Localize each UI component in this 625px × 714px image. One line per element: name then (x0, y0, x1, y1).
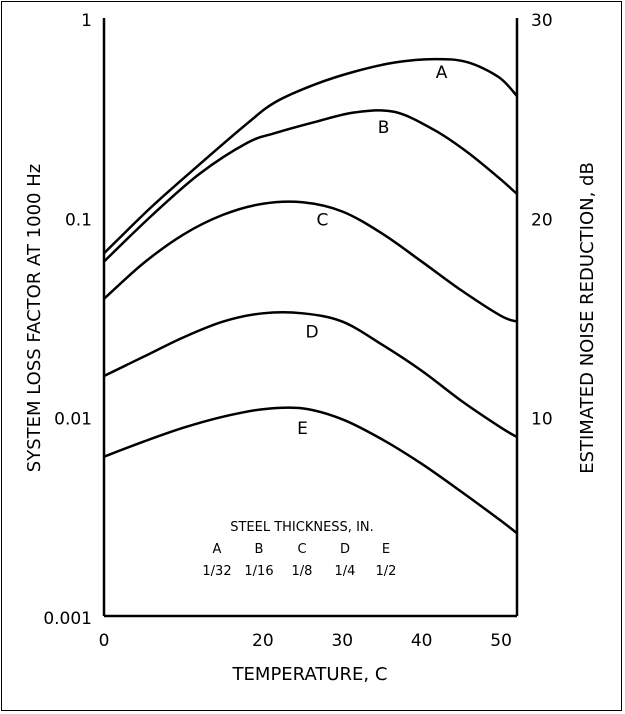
legend-key-d: D (340, 542, 350, 557)
y-tick-label-right: 20 (531, 210, 553, 230)
x-tick-label: 30 (331, 631, 353, 651)
x-tick-label: 50 (490, 631, 512, 651)
curve-label-b: B (378, 118, 390, 138)
legend: STEEL THICKNESS, IN. A 1/32 B 1/16 C 1/8 D 1/4 E 1… (202, 520, 396, 579)
series-line-a (103, 57, 518, 255)
y-axis-title-left: SYSTEM LOSS FACTOR AT 1000 Hz (24, 164, 45, 472)
y-tick-label-left: 0.1 (65, 210, 92, 230)
legend-value-b: 1/16 (244, 564, 273, 579)
series-line-c (103, 200, 518, 323)
tick-marks: 0 20 30 40 50 1 0.1 0.01 0.001 30 20 10 (43, 11, 552, 651)
legend-key-a: A (213, 542, 222, 557)
curve-label-a: A (436, 63, 448, 83)
x-tick-label: 20 (252, 631, 274, 651)
y-axis-title-right: ESTIMATED NOISE REDUCTION, dB (577, 162, 598, 474)
x-axis-title: TEMPERATURE, C (232, 664, 388, 685)
legend-key-b: B (255, 542, 264, 557)
y-tick-label-right: 10 (531, 410, 553, 430)
curve-label-d: D (306, 322, 319, 342)
legend-title: STEEL THICKNESS, IN. (230, 520, 374, 535)
series-line-d (103, 311, 518, 439)
legend-value-a: 1/32 (202, 564, 231, 579)
x-tick-label: 40 (411, 631, 433, 651)
curve-label-c: C (316, 210, 328, 230)
legend-value-c: 1/8 (292, 564, 313, 579)
legend-value-e: 1/2 (376, 564, 397, 579)
legend-key-c: C (297, 542, 306, 557)
curve-labels: A B C D E (297, 63, 448, 439)
x-tick-label: 0 (99, 631, 110, 651)
y-tick-label-left: 1 (81, 11, 92, 31)
series-line-b (103, 109, 518, 263)
y-tick-label-right: 30 (531, 11, 553, 31)
legend-value-d: 1/4 (335, 564, 356, 579)
axes (102, 18, 519, 618)
series-line-e (103, 406, 518, 535)
legend-key-e: E (382, 542, 390, 557)
series-layer (103, 57, 518, 535)
y-tick-label-left: 0.001 (43, 609, 92, 629)
y-tick-label-left: 0.01 (54, 410, 92, 430)
curve-label-e: E (297, 419, 308, 439)
